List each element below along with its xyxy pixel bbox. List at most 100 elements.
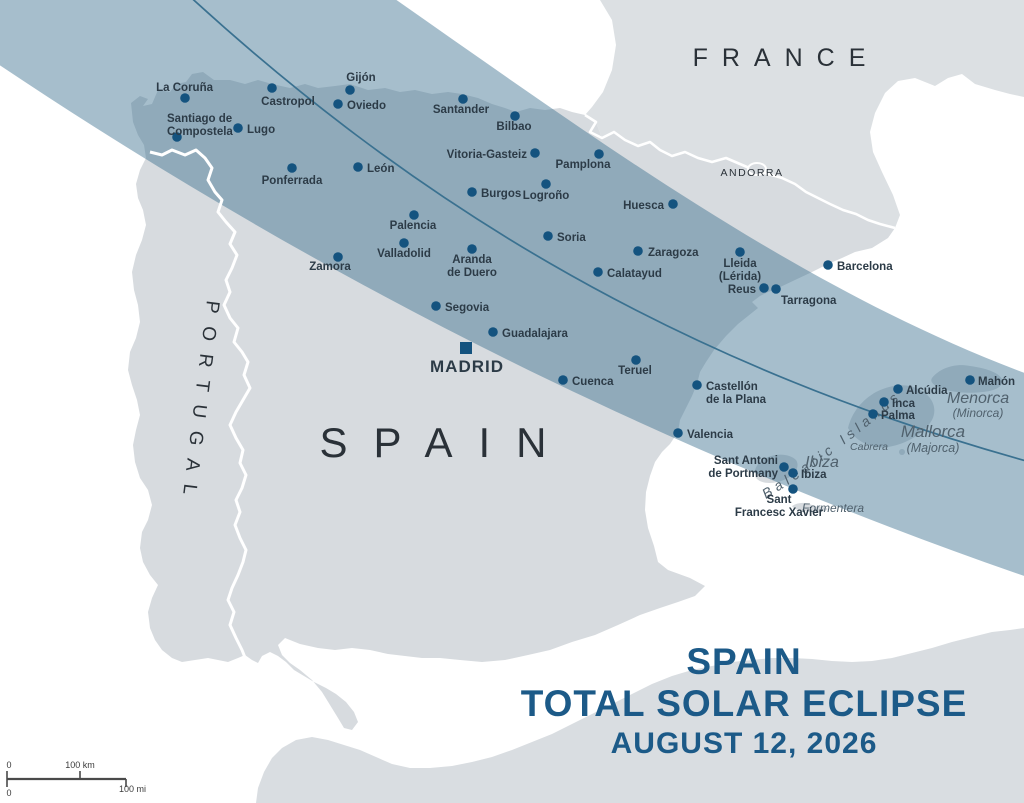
city-dot-marker	[879, 397, 889, 407]
city-dot-marker	[431, 301, 441, 311]
island-cabrera	[899, 449, 905, 455]
city-dot-marker	[788, 484, 798, 494]
city-dot-marker	[467, 244, 477, 254]
city-label: de Portmany	[708, 468, 778, 480]
city-dot-marker	[543, 231, 553, 241]
city-dot-marker	[594, 149, 604, 159]
france-spain-border	[584, 113, 896, 230]
city-label: Ibiza	[801, 469, 827, 481]
city-label: (Lérida)	[719, 271, 761, 283]
city-segovia: Segovia	[431, 301, 490, 314]
city-label: Tarragona	[781, 295, 837, 307]
city-huesca: Huesca	[623, 199, 678, 212]
city-label: Oviedo	[347, 100, 386, 112]
city-label: Francesc Xavier	[735, 507, 824, 519]
city-label: Barcelona	[837, 261, 893, 273]
city-label: Lleida	[723, 258, 757, 270]
city-zamora: Zamora	[309, 252, 351, 273]
city-dot-marker	[333, 99, 343, 109]
city-label: León	[367, 163, 394, 175]
city-dot-marker	[510, 111, 520, 121]
city-label: Santiago de	[167, 113, 232, 125]
island-label-mallorca: Mallorca	[901, 422, 965, 441]
city-calatayud: Calatayud	[593, 267, 662, 280]
city-palma: Palma	[868, 409, 915, 422]
city-valladolid: Valladolid	[377, 238, 431, 260]
city-zaragoza: Zaragoza	[633, 246, 699, 259]
city-dot-marker	[759, 283, 769, 293]
city-dot-marker	[409, 210, 419, 220]
map-title-block: SPAIN TOTAL SOLAR ECLIPSE AUGUST 12, 202…	[521, 641, 967, 760]
city-label: Palencia	[390, 220, 437, 232]
island-label-majorca: (Majorca)	[907, 441, 960, 455]
city-label: Mahón	[978, 376, 1015, 388]
portugal-spain-border	[149, 148, 252, 661]
city-dot-marker	[673, 428, 683, 438]
city-soria: Soria	[543, 231, 586, 244]
island-label-menorca: Menorca	[947, 390, 1009, 407]
city-label: Zaragoza	[648, 247, 699, 259]
city-label: Valencia	[687, 429, 734, 441]
city-barcelona: Barcelona	[823, 260, 893, 273]
city-dot-marker	[541, 179, 551, 189]
title-line-3: AUGUST 12, 2026	[611, 727, 878, 760]
city-label: Santander	[433, 104, 490, 116]
island-label-cabrera: Cabrera	[850, 441, 888, 453]
city-label: Pamplona	[556, 159, 612, 171]
city-dot-marker	[558, 375, 568, 385]
label-france: FRANCE	[693, 44, 880, 72]
city-cuenca: Cuenca	[558, 375, 614, 388]
city-teruel: Teruel	[618, 355, 652, 377]
city-gij-n: Gijón	[345, 72, 376, 95]
city-label: Sant Antoni	[714, 455, 778, 467]
city-label: Guadalajara	[502, 328, 568, 340]
city-label: de la Plana	[706, 394, 767, 406]
city-label: Aranda	[452, 254, 492, 266]
city-reus: Reus	[728, 283, 769, 296]
city-dot-marker	[779, 462, 789, 472]
island-label-formentera: Formentera	[802, 501, 864, 515]
city-label: Soria	[557, 232, 586, 244]
city-mah-n: Mahón	[965, 375, 1015, 388]
scale-bar: 0 100 km 0 100 mi	[6, 760, 146, 798]
city-label: Huesca	[623, 200, 665, 212]
city-dot-marker	[668, 199, 678, 209]
andorra-territory	[747, 162, 767, 176]
city-label: Ponferrada	[262, 175, 323, 187]
city-bilbao: Bilbao	[496, 111, 532, 133]
city-inca: Inca	[879, 397, 916, 410]
city-dot-marker	[233, 123, 243, 133]
city-dot-marker	[735, 247, 745, 257]
city-label: Palma	[881, 410, 915, 422]
city-label: Zamora	[309, 261, 351, 273]
city-ponferrada: Ponferrada	[262, 163, 323, 187]
city-label: MADRID	[430, 357, 504, 376]
city-dot-marker	[399, 238, 409, 248]
island-label-minorca: (Minorca)	[953, 406, 1004, 420]
city-dot-marker	[488, 327, 498, 337]
city-dot-marker	[633, 246, 643, 256]
city-lugo: Lugo	[233, 123, 275, 136]
city-label: Castropol	[261, 96, 315, 108]
city-dot-marker	[180, 93, 190, 103]
eclipse-totality-band	[0, 0, 1024, 576]
island-mallorca	[848, 385, 935, 448]
city-dot-marker	[172, 132, 182, 142]
scale-zero-mi: 0	[6, 788, 11, 798]
city-logro-o: Logroño	[523, 179, 569, 202]
city-label: Segovia	[445, 302, 490, 314]
africa-landmass	[256, 628, 1024, 803]
france-landmass	[585, 0, 1024, 228]
city-label: Teruel	[618, 365, 652, 377]
city-castropol: Castropol	[261, 83, 315, 108]
city-dot-marker	[868, 409, 878, 419]
city-burgos: Burgos	[467, 187, 521, 200]
city-alc-dia: Alcúdia	[893, 384, 948, 397]
city-vitoria-gasteiz: Vitoria-Gasteiz	[447, 148, 540, 161]
city-dot-marker	[458, 94, 468, 104]
city-valencia: Valencia	[673, 428, 734, 441]
